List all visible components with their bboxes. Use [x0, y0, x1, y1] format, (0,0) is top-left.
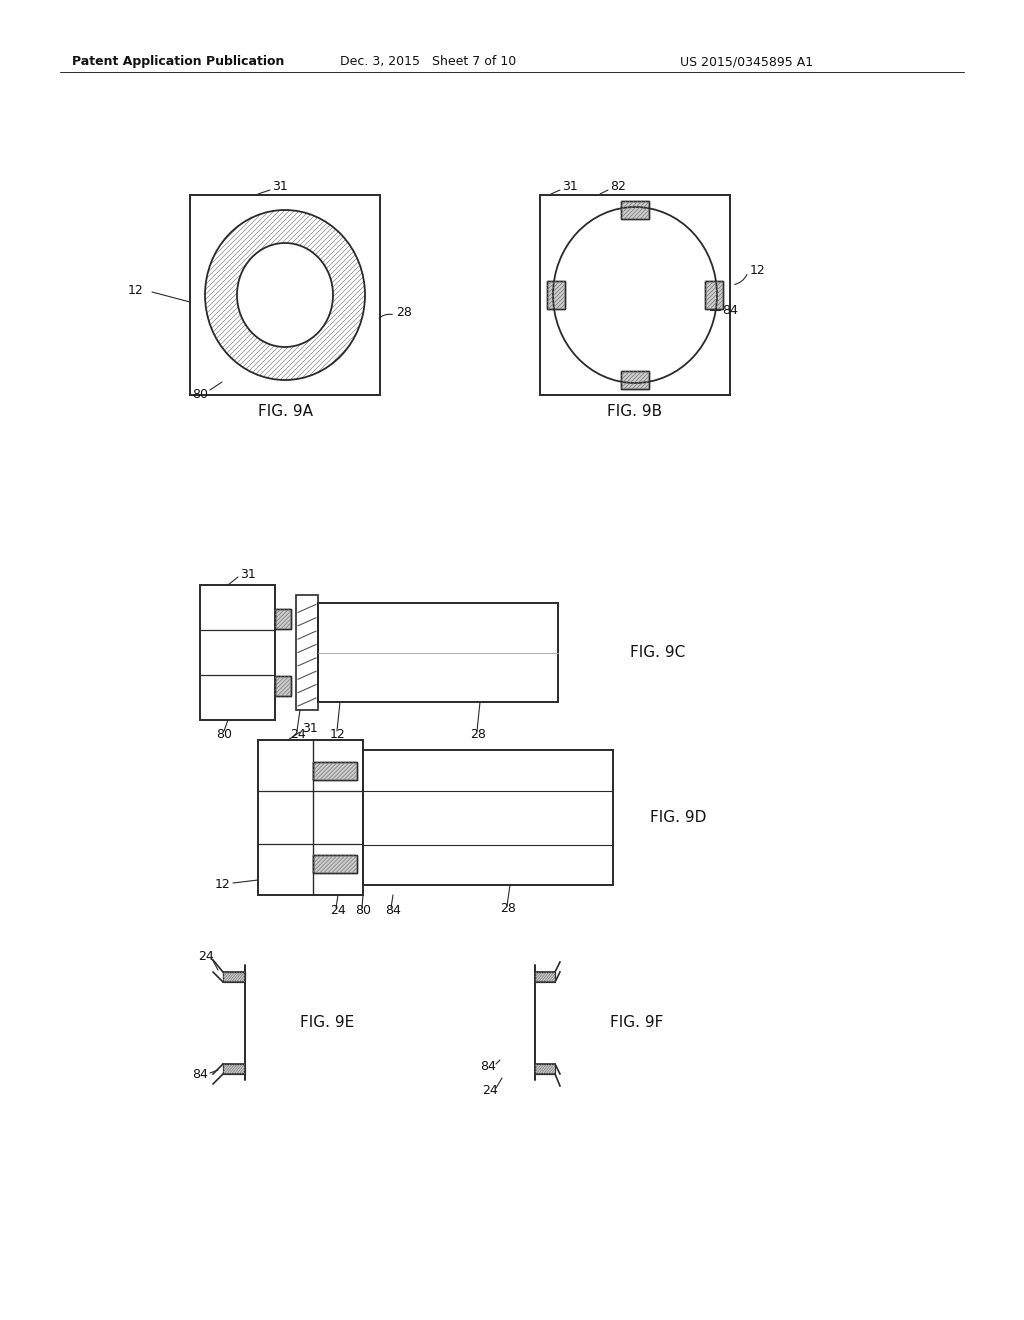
Text: FIG. 9A: FIG. 9A — [257, 404, 312, 420]
Bar — [200, 585, 275, 719]
Bar — [296, 595, 318, 710]
Bar — [705, 281, 723, 309]
Text: 12: 12 — [750, 264, 766, 276]
Text: 12: 12 — [330, 727, 346, 741]
Text: 28: 28 — [396, 305, 412, 318]
Bar — [275, 609, 291, 628]
Bar — [540, 195, 730, 395]
Bar — [312, 762, 356, 780]
Text: 80: 80 — [355, 904, 371, 917]
Bar — [535, 972, 555, 982]
Text: US 2015/0345895 A1: US 2015/0345895 A1 — [680, 55, 813, 69]
Text: 84: 84 — [722, 304, 738, 317]
Bar — [535, 1064, 555, 1074]
Text: 24: 24 — [290, 727, 306, 741]
Text: 84: 84 — [480, 1060, 496, 1072]
Text: FIG. 9B: FIG. 9B — [607, 404, 663, 420]
Bar — [621, 371, 649, 389]
Bar — [621, 201, 649, 219]
Bar — [621, 201, 649, 219]
Bar — [312, 855, 356, 873]
Bar — [362, 750, 613, 884]
Bar — [318, 603, 558, 702]
Text: 24: 24 — [330, 904, 346, 917]
Bar — [223, 1064, 245, 1074]
Bar — [223, 972, 245, 982]
Text: Patent Application Publication: Patent Application Publication — [72, 55, 285, 69]
Text: 84: 84 — [385, 904, 400, 917]
Text: FIG. 9D: FIG. 9D — [650, 810, 707, 825]
Bar — [547, 281, 565, 309]
Text: FIG. 9E: FIG. 9E — [300, 1015, 354, 1030]
Text: 12: 12 — [128, 284, 143, 297]
Text: 24: 24 — [198, 950, 214, 964]
Bar — [275, 676, 291, 696]
Text: 80: 80 — [216, 727, 232, 741]
Bar — [535, 1064, 555, 1074]
Text: 31: 31 — [240, 568, 256, 581]
Bar — [535, 972, 555, 982]
Text: FIG. 9F: FIG. 9F — [610, 1015, 664, 1030]
Bar — [223, 1064, 245, 1074]
Text: 31: 31 — [272, 181, 288, 194]
Text: 12: 12 — [215, 879, 230, 891]
Bar — [275, 609, 291, 628]
Text: 80: 80 — [193, 388, 208, 400]
Text: 82: 82 — [610, 181, 626, 194]
Bar — [312, 855, 356, 873]
Text: 28: 28 — [470, 727, 485, 741]
Text: 84: 84 — [193, 1068, 208, 1081]
Bar — [275, 676, 291, 696]
Text: 28: 28 — [500, 903, 516, 916]
Bar — [258, 741, 362, 895]
Text: 24: 24 — [482, 1084, 498, 1097]
Text: 31: 31 — [302, 722, 317, 735]
Text: 31: 31 — [562, 181, 578, 194]
Text: Dec. 3, 2015   Sheet 7 of 10: Dec. 3, 2015 Sheet 7 of 10 — [340, 55, 516, 69]
Bar — [190, 195, 380, 395]
Bar — [705, 281, 723, 309]
Bar — [223, 972, 245, 982]
Text: FIG. 9C: FIG. 9C — [630, 645, 685, 660]
Bar — [312, 762, 356, 780]
Bar — [621, 371, 649, 389]
Bar — [547, 281, 565, 309]
Ellipse shape — [237, 243, 333, 347]
